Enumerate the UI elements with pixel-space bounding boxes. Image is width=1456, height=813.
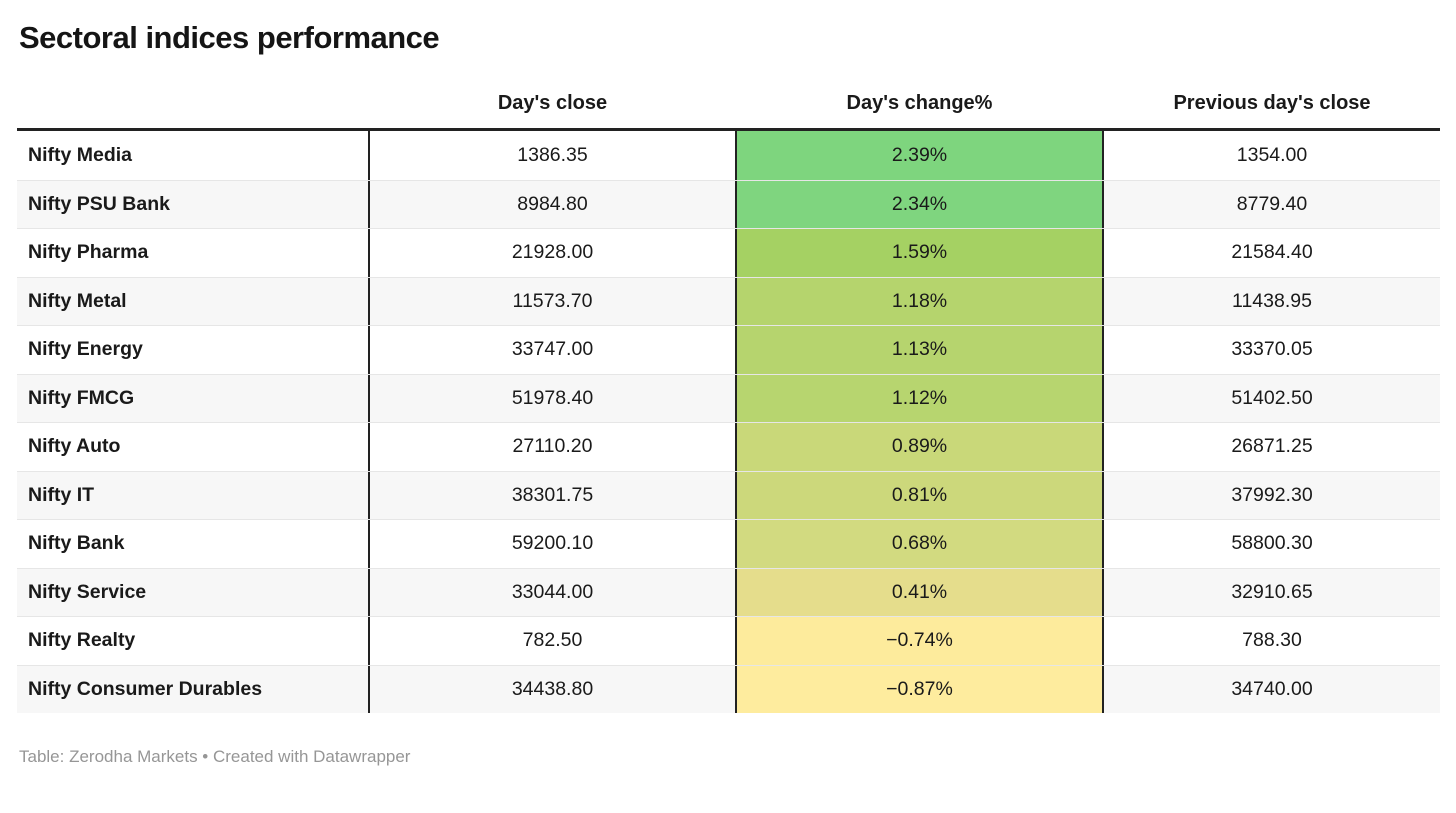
days-close-cell: 27110.20: [512, 435, 593, 458]
index-name-cell: Nifty Consumer Durables: [17, 665, 370, 713]
header-days-change: Day's change%: [846, 92, 993, 114]
index-name-cell: Nifty Media: [17, 131, 370, 180]
days-close-cell: 782.50: [522, 629, 583, 652]
previous-close-cell: 33370.05: [1231, 338, 1313, 361]
days-close-cell: 8984.80: [517, 192, 588, 215]
header-days-close: Day's close: [497, 92, 608, 114]
table-row: Nifty Pharma 21928.00 1.59% 21584.40: [17, 228, 1440, 277]
days-close-cell: 38301.75: [511, 483, 594, 506]
days-change-cell: −0.87%: [735, 665, 1104, 713]
days-change-cell: 2.39%: [735, 131, 1104, 180]
table-row: Nifty Media 1386.35 2.39% 1354.00: [17, 131, 1440, 180]
previous-close-cell: 26871.25: [1231, 435, 1313, 458]
table-row: Nifty Consumer Durables 34438.80 −0.87% …: [17, 664, 1440, 713]
days-change-cell: 1.13%: [735, 326, 1104, 374]
index-name-cell: Nifty Energy: [17, 326, 370, 374]
index-name-cell: Nifty Service: [17, 568, 370, 616]
attribution-footer: Table: Zerodha Markets • Created with Da…: [19, 747, 411, 766]
index-name-cell: Nifty Auto: [17, 423, 370, 471]
days-change-cell: 0.68%: [735, 520, 1104, 568]
table-row: Nifty Realty 782.50 −0.74% 788.30: [17, 616, 1440, 665]
table-row: Nifty Service 33044.00 0.41% 32910.65: [17, 567, 1440, 616]
index-name-cell: Nifty IT: [17, 471, 370, 519]
days-change-cell: 0.89%: [735, 423, 1104, 471]
previous-close-cell: 11438.95: [1232, 289, 1312, 312]
days-change-cell: 1.59%: [735, 229, 1104, 277]
previous-close-cell: 37992.30: [1231, 483, 1313, 506]
days-close-cell: 11573.70: [512, 289, 593, 312]
table-body: Nifty Media 1386.35 2.39% 1354.00 Nifty …: [17, 128, 1440, 713]
days-change-cell: 1.12%: [735, 374, 1104, 422]
days-close-cell: 33747.00: [511, 338, 594, 361]
days-change-cell: 0.81%: [735, 471, 1104, 519]
index-name-cell: Nifty FMCG: [17, 374, 370, 422]
previous-close-cell: 32910.65: [1231, 580, 1313, 603]
days-close-cell: 34438.80: [511, 677, 594, 700]
days-close-cell: 51978.40: [511, 386, 594, 409]
days-change-cell: 2.34%: [735, 180, 1104, 228]
days-change-cell: −0.74%: [735, 617, 1104, 665]
days-close-cell: 59200.10: [511, 532, 594, 555]
index-name-cell: Nifty PSU Bank: [17, 180, 370, 228]
previous-close-cell: 8779.40: [1236, 192, 1308, 215]
previous-close-cell: 51402.50: [1231, 386, 1313, 409]
index-name-cell: Nifty Bank: [17, 520, 370, 568]
days-change-cell: 0.41%: [735, 568, 1104, 616]
days-close-cell: 1386.35: [517, 143, 588, 166]
index-name-cell: Nifty Pharma: [17, 229, 370, 277]
previous-close-cell: 788.30: [1242, 629, 1302, 652]
table-row: Nifty FMCG 51978.40 1.12% 51402.50: [17, 373, 1440, 422]
previous-close-cell: 21584.40: [1231, 241, 1313, 264]
previous-close-cell: 58800.30: [1231, 532, 1313, 555]
table-row: Nifty IT 38301.75 0.81% 37992.30: [17, 470, 1440, 519]
page-title: Sectoral indices performance: [19, 20, 440, 55]
days-close-cell: 21928.00: [511, 241, 594, 264]
table-row: Nifty Energy 33747.00 1.13% 33370.05: [17, 325, 1440, 374]
days-close-cell: 33044.00: [511, 580, 594, 603]
previous-close-cell: 34740.00: [1231, 677, 1313, 700]
table-row: Nifty Bank 59200.10 0.68% 58800.30: [17, 519, 1440, 568]
table-row: Nifty Auto 27110.20 0.89% 26871.25: [17, 422, 1440, 471]
header-previous-days-close: Previous day's close: [1173, 92, 1371, 114]
index-name-cell: Nifty Realty: [17, 617, 370, 665]
previous-close-cell: 1354.00: [1236, 143, 1308, 166]
days-change-cell: 1.18%: [735, 277, 1104, 325]
table-row: Nifty PSU Bank 8984.80 2.34% 8779.40: [17, 179, 1440, 228]
table-header-row: Day's close Day's change% Previous day's…: [17, 92, 1440, 128]
datawrapper-table-page: Sectoral indices performance Day's close…: [17, 20, 1440, 766]
table-row: Nifty Metal 11573.70 1.18% 11438.95: [17, 276, 1440, 325]
index-name-cell: Nifty Metal: [17, 277, 370, 325]
